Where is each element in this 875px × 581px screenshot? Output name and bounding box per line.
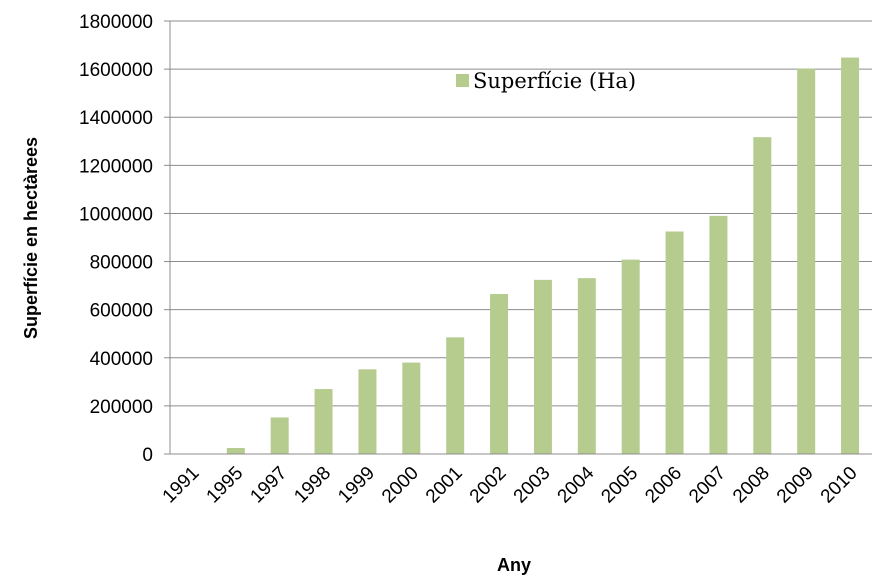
y-tick-label: 1400000 [79, 108, 153, 129]
y-tick-label: 200000 [90, 397, 153, 418]
y-axis-title: Superfície en hectàrees [21, 137, 41, 339]
bar-2005 [621, 259, 640, 454]
y-tick-label: 0 [142, 445, 153, 466]
y-tick-label: 800000 [90, 253, 153, 274]
bar-2009 [797, 68, 816, 454]
bar-2001 [446, 337, 465, 454]
bars [226, 57, 860, 454]
x-tick-label: 1999 [334, 463, 379, 508]
x-tick-label: 1998 [290, 463, 335, 508]
x-tick-label: 2002 [466, 463, 511, 508]
x-tick-label: 2005 [597, 463, 642, 508]
x-tick-label: 2007 [685, 463, 730, 508]
y-tick-label: 1000000 [79, 204, 153, 225]
x-tick-labels: 1991 1995 1997 1998 1999 2000 2001 2002 2003 2004… [159, 462, 862, 507]
legend-label: Superfície (Ha) [473, 69, 636, 93]
bar-1995 [226, 447, 245, 454]
y-tick-labels: 0 200000 400000 600000 800000 1000000 1200000 1… [79, 12, 153, 466]
bar-2004 [577, 278, 596, 454]
bar-2006 [665, 231, 684, 454]
bar-2007 [709, 215, 728, 454]
bar-1997 [270, 417, 289, 454]
y-tick-label: 400000 [90, 349, 153, 370]
bar-1999 [358, 369, 377, 454]
x-tick-label: 2008 [729, 463, 774, 508]
x-tick-label: 2009 [773, 463, 818, 508]
bar-2002 [490, 294, 509, 454]
bar-2010 [841, 57, 860, 454]
y-tick-label: 1800000 [79, 12, 153, 33]
x-tick-label: 1997 [246, 463, 291, 508]
bar-1998 [314, 389, 333, 454]
y-tick-label: 1600000 [79, 60, 153, 81]
x-tick-label: 1991 [159, 463, 204, 508]
x-tick-label: 2010 [817, 463, 862, 508]
legend: Superfície (Ha) [456, 69, 636, 93]
bar-2008 [753, 137, 772, 454]
x-tick-label: 2003 [510, 463, 555, 508]
bar-2003 [533, 279, 552, 454]
x-tick-label: 1995 [203, 463, 248, 508]
x-tick-label: 2006 [641, 463, 686, 508]
y-tick-label: 1200000 [79, 156, 153, 177]
y-tick-label: 600000 [90, 301, 153, 322]
bar-2000 [402, 362, 421, 454]
x-axis-title: Any [497, 555, 531, 575]
legend-swatch [456, 74, 469, 87]
x-tick-label: 2001 [422, 463, 467, 508]
x-tick-label: 2000 [378, 463, 423, 508]
x-tick-label: 2004 [554, 462, 599, 507]
